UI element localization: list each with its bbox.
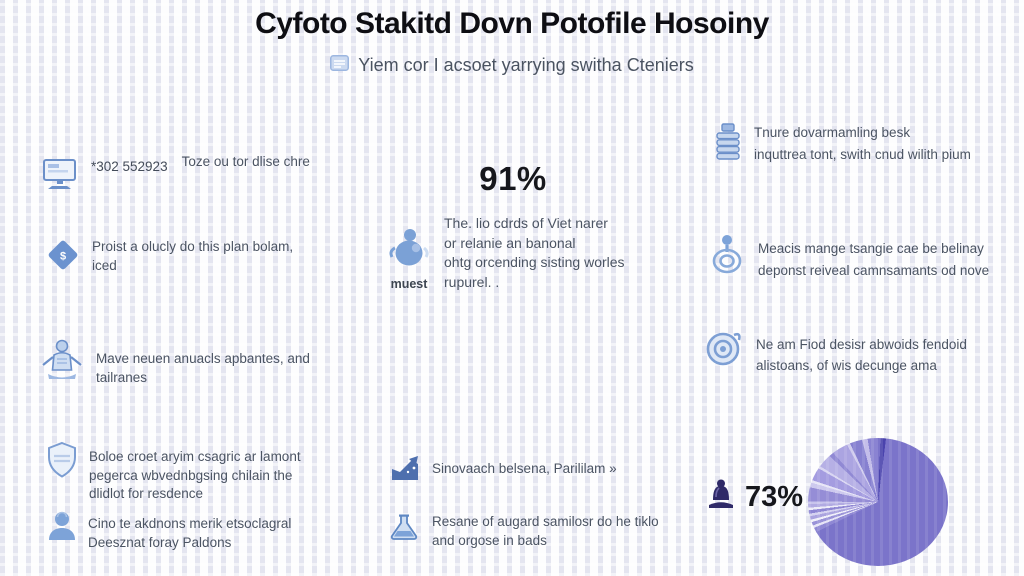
spiral-icon (704, 328, 744, 376)
text-line: Sinovaach belsena, Parililam » (432, 461, 617, 476)
list-item-text: Meacis mange tsangie cae be belinay depo… (758, 238, 989, 282)
list-item: Resane of augard samilosr do he tiklo an… (388, 513, 659, 550)
pie-chart (808, 438, 948, 566)
text-line: deponst reiveal camnsamants od nove (758, 263, 990, 278)
text-line: and orgose in bads (432, 532, 547, 548)
list-item-text: Sinovaach belsena, Parililam » (432, 460, 617, 488)
text-line: or relanie an banonal (444, 234, 576, 251)
stat-91-percent: 91% (479, 160, 547, 197)
icon-caption: muest (390, 277, 428, 291)
list-item-text: The. lio cdrds of Viet narer or relanie … (444, 214, 625, 292)
figure-icon (386, 229, 432, 273)
calendar-icon (330, 55, 350, 76)
bell-icon (706, 478, 736, 517)
text-line: Meacis mange tsangie cae be belinay (758, 241, 984, 256)
text-line: Deesznat foray Paldons (88, 534, 232, 550)
list-item-text: Boloe croet aryim csagric ar lamont pege… (89, 448, 301, 504)
list-item: muest The. lio cdrds of Viet narer or re… (386, 214, 625, 292)
user-icon (48, 510, 76, 552)
list-item-text: Mave neuen anuacls apbantes, and tailran… (96, 350, 310, 391)
list-item-text: *302 552923 Toze ou tor dlise chre (91, 154, 310, 195)
text-line: alistoans, of wis decunge ama (756, 358, 937, 373)
text-line: pegerca wbvednbgsing chilain the (89, 467, 293, 483)
text-line: Cino te akdnons merik etsoclagral (88, 516, 292, 531)
diamond-dollar-icon: $ (46, 238, 80, 277)
list-item-text: Cino te akdnons merik etsoclagral Deeszn… (88, 515, 291, 552)
list-item-text: Ne am Fiod desisr abwoids fendoid alisto… (756, 334, 967, 376)
stat-value: *302 552923 (91, 159, 168, 174)
text-line: Tnure dovarmamling besk (754, 125, 911, 140)
flask-icon (388, 513, 420, 550)
stat-label: Toze ou tor dlise chre (181, 154, 310, 169)
list-item: Meacis mange tsangie cae be belinay depo… (708, 232, 989, 282)
text-line: tailranes (96, 369, 148, 385)
list-item: Sinovaach belsena, Parililam » (390, 455, 617, 488)
shield-icon (47, 441, 77, 504)
text-line: iced (92, 257, 117, 273)
text-line: Mave neuen anuacls apbantes, and (96, 351, 310, 366)
subtitle-text: Yiem cor I acsoet yarrying switha Ctenie… (358, 55, 694, 75)
text-line: Ne am Fiod desisr abwoids fendoid (756, 337, 967, 352)
list-item-text: Proist a olucly do this plan bolam, iced (92, 238, 293, 277)
stat-73-block: 73% (706, 478, 803, 517)
list-item: Ne am Fiod desisr abwoids fendoid alisto… (704, 328, 967, 376)
text-line: Boloe croet aryim csagric ar lamont (89, 449, 301, 464)
list-item: *302 552923 Toze ou tor dlise chre (42, 154, 310, 195)
meditation-person-icon (40, 338, 84, 391)
text-line: rupurel. . (444, 273, 500, 290)
list-item: Mave neuen anuacls apbantes, and tailran… (40, 338, 310, 391)
list-item: Cino te akdnons merik etsoclagral Deeszn… (48, 510, 291, 552)
text-line: dlidlot for resdence (89, 486, 204, 501)
page-title: Cyfoto Stakitd Dovn Potofile Hosoiny (255, 7, 769, 40)
text-line: Resane of augard samilosr do he tiklo (432, 514, 659, 529)
person-target-icon (708, 232, 746, 282)
list-item-text: Tnure dovarmamling besk inquttrea tont, … (754, 122, 971, 166)
text-line: The. lio cdrds of Viet narer (444, 215, 608, 231)
text-line: ohtg orcending sisting worles (444, 254, 625, 270)
list-item: Tnure dovarmamling besk inquttrea tont, … (714, 122, 971, 166)
list-item: Boloe croet aryim csagric ar lamont pege… (47, 441, 301, 504)
coin-stack-icon (714, 122, 742, 166)
stat-73-percent: 73% (745, 481, 804, 513)
growth-chart-icon (390, 455, 420, 488)
figure-icon-block: muest (386, 226, 432, 292)
list-item-text: Resane of augard samilosr do he tiklo an… (432, 513, 659, 550)
svg-text:$: $ (60, 251, 66, 263)
text-line: Proist a olucly do this plan bolam, (92, 239, 294, 254)
monitor-icon (42, 158, 79, 195)
subtitle: Yiem cor I acsoet yarrying switha Ctenie… (0, 55, 1024, 76)
list-item: $ Proist a olucly do this plan bolam, ic… (46, 238, 293, 277)
text-line: inquttrea tont, swith cnud wilith pium (754, 147, 971, 162)
